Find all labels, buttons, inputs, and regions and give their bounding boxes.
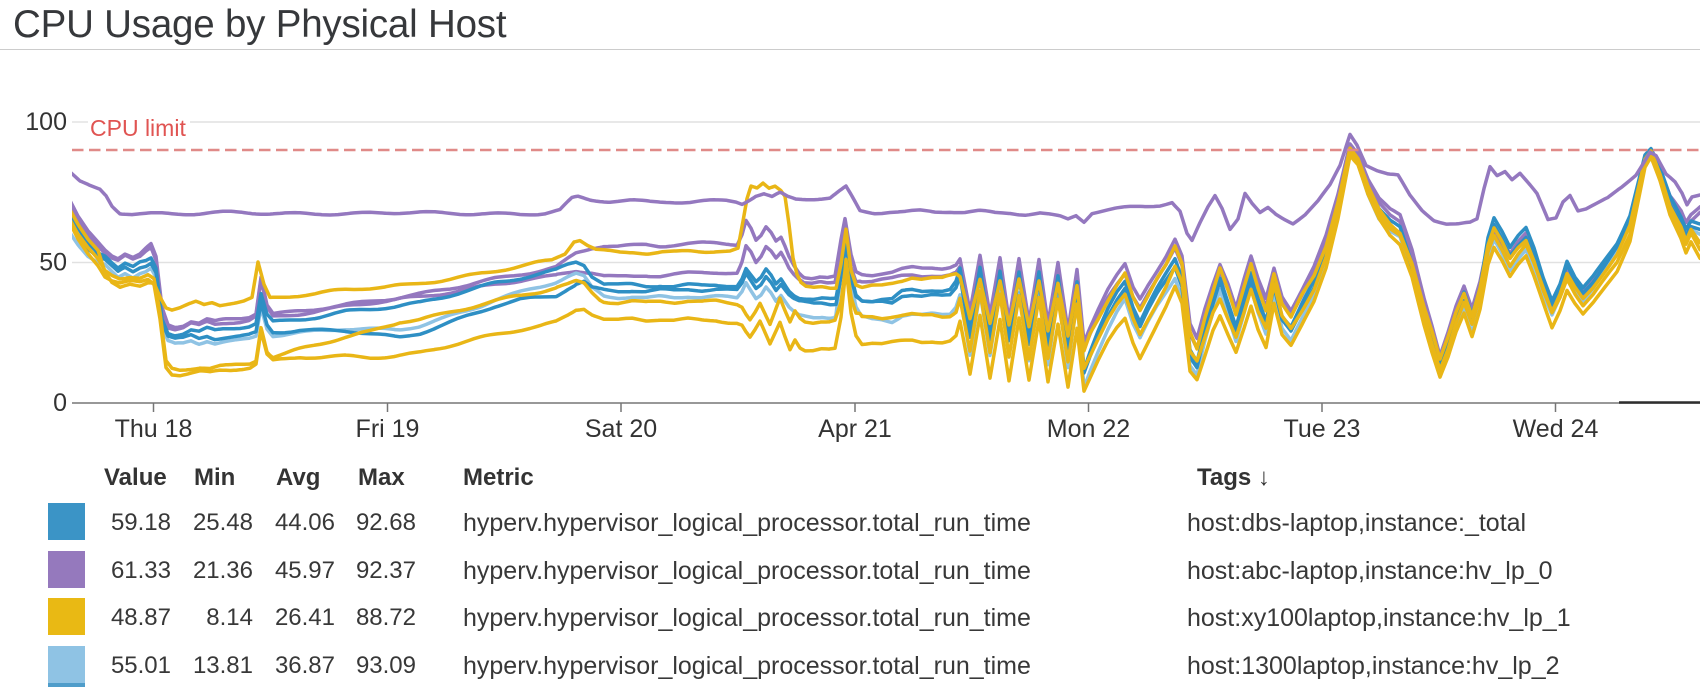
- svg-text:Apr 21: Apr 21: [818, 415, 892, 443]
- svg-text:100: 100: [25, 108, 67, 136]
- svg-text:Wed 24: Wed 24: [1513, 415, 1599, 443]
- svg-text:CPU limit: CPU limit: [90, 115, 186, 141]
- svg-text:Mon 22: Mon 22: [1047, 415, 1130, 443]
- svg-text:0: 0: [53, 389, 67, 417]
- svg-text:Sat 20: Sat 20: [585, 415, 657, 443]
- svg-text:Fri 19: Fri 19: [356, 415, 420, 443]
- svg-text:50: 50: [39, 249, 67, 277]
- svg-text:Tue 23: Tue 23: [1284, 415, 1361, 443]
- svg-text:Thu 18: Thu 18: [115, 415, 193, 443]
